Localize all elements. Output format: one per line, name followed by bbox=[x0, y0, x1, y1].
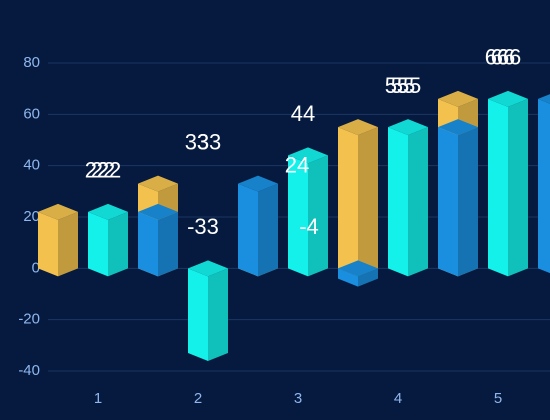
bar-right-face bbox=[158, 211, 178, 277]
bar bbox=[488, 90, 528, 277]
data-label: 33 bbox=[185, 129, 209, 154]
data-label: 22 bbox=[91, 158, 115, 183]
data-label: 55 bbox=[391, 73, 415, 98]
y-tick-label: 20 bbox=[23, 208, 40, 225]
bar-top-face bbox=[138, 175, 178, 192]
bar-right-face bbox=[358, 268, 378, 287]
x-tick-label: 4 bbox=[394, 390, 402, 407]
bar-right-face bbox=[108, 211, 128, 277]
bar-top-face bbox=[388, 119, 428, 136]
bar bbox=[88, 203, 128, 277]
x-tick-label: 2 bbox=[194, 390, 202, 407]
y-tick-label: 80 bbox=[23, 54, 40, 71]
bar-left-face bbox=[338, 127, 358, 277]
bar bbox=[388, 119, 428, 277]
bar-left-face bbox=[388, 127, 408, 277]
bar-left-face bbox=[338, 268, 358, 287]
bar bbox=[338, 260, 378, 287]
bar-top-face bbox=[238, 175, 278, 192]
bar-left-face bbox=[488, 98, 508, 277]
bar-right-face bbox=[508, 98, 528, 277]
data-label: 66 bbox=[497, 45, 521, 70]
bar-left-face bbox=[38, 211, 58, 277]
bar bbox=[288, 147, 328, 277]
data-label: 22 bbox=[97, 158, 121, 183]
bar bbox=[38, 203, 78, 277]
bar-left-face bbox=[288, 155, 308, 277]
bar-left-face bbox=[238, 183, 258, 277]
bar-top-face bbox=[488, 90, 528, 107]
bar-top-face bbox=[338, 119, 378, 136]
bar-top-face bbox=[438, 90, 478, 107]
x-tick-label: 5 bbox=[494, 390, 502, 407]
x-tick-label: 1 bbox=[94, 390, 102, 407]
data-label: 66 bbox=[485, 45, 509, 70]
bar-top-face bbox=[438, 119, 478, 136]
bar bbox=[538, 94, 550, 274]
bar-top-face bbox=[288, 147, 328, 164]
data-label: -4 bbox=[299, 214, 319, 239]
bar bbox=[188, 260, 228, 362]
bar-top-face bbox=[138, 203, 178, 220]
bar-right-face bbox=[208, 268, 228, 362]
bar bbox=[238, 175, 278, 277]
y-tick-label: 0 bbox=[32, 259, 40, 276]
bar-left-face bbox=[538, 98, 550, 274]
data-label: 33 bbox=[197, 129, 221, 154]
bar-right-face bbox=[58, 211, 78, 277]
y-tick-label: 40 bbox=[23, 157, 40, 174]
data-label: -33 bbox=[187, 214, 219, 239]
data-label: 66 bbox=[491, 45, 515, 70]
data-label: 55 bbox=[397, 73, 421, 98]
bar-left-face bbox=[438, 127, 458, 277]
bar-right-face bbox=[308, 155, 328, 277]
x-tick-label: 3 bbox=[294, 390, 302, 407]
data-label: 22 bbox=[85, 158, 109, 183]
bar-top-face bbox=[538, 94, 550, 104]
bar-right-face bbox=[258, 183, 278, 277]
bar-top-face bbox=[188, 260, 228, 277]
data-label: 44 bbox=[291, 101, 315, 126]
bar-right-face bbox=[408, 127, 428, 277]
data-label: 24 bbox=[285, 153, 309, 178]
y-tick-label: -40 bbox=[18, 362, 40, 379]
bar bbox=[438, 119, 478, 277]
bar-left-face bbox=[88, 211, 108, 277]
bar-left-face bbox=[138, 211, 158, 277]
bar bbox=[138, 203, 178, 277]
data-label: 55 bbox=[385, 73, 409, 98]
bar-right-face bbox=[458, 127, 478, 277]
bar-top-face bbox=[38, 203, 78, 220]
bar-top-face bbox=[88, 203, 128, 220]
bar-top-face bbox=[338, 260, 378, 277]
y-tick-label: -20 bbox=[18, 311, 40, 328]
bar bbox=[338, 119, 378, 277]
y-tick-label: 60 bbox=[23, 105, 40, 122]
bar-left-face bbox=[188, 268, 208, 362]
bar-right-face bbox=[358, 127, 378, 277]
